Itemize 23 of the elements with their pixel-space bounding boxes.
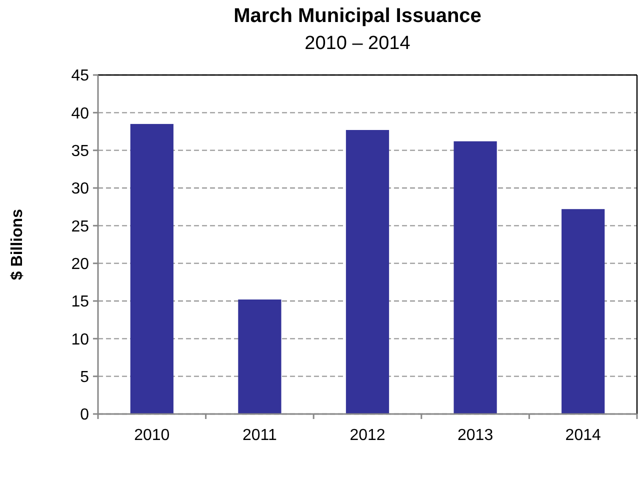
- bar: [454, 141, 497, 414]
- y-tick-label: 35: [71, 142, 90, 160]
- y-tick-label: 25: [71, 218, 90, 236]
- x-tick-label: 2011: [242, 427, 278, 444]
- bar: [562, 209, 605, 414]
- y-axis-title: $ Billions: [9, 208, 26, 280]
- x-tick-label: 2014: [565, 427, 601, 444]
- x-tick-label: 2010: [134, 427, 170, 444]
- y-tick-label: 40: [71, 105, 90, 122]
- chart-title: March Municipal Issuance: [234, 5, 482, 27]
- chart-subtitle: 2010 – 2014: [304, 33, 411, 54]
- y-tick-label: 5: [80, 368, 90, 386]
- y-tick-label: 0: [80, 406, 90, 424]
- bar: [238, 299, 282, 414]
- y-tick-label: 45: [71, 68, 90, 85]
- y-tick-label: 10: [71, 331, 90, 348]
- bar: [130, 124, 174, 414]
- bar: [346, 130, 390, 414]
- y-tick-label: 30: [71, 180, 90, 198]
- y-tick-label: 15: [71, 294, 90, 311]
- x-tick-label: 2013: [458, 427, 494, 444]
- x-tick-label: 2012: [350, 427, 386, 444]
- y-tick-label: 20: [71, 256, 90, 273]
